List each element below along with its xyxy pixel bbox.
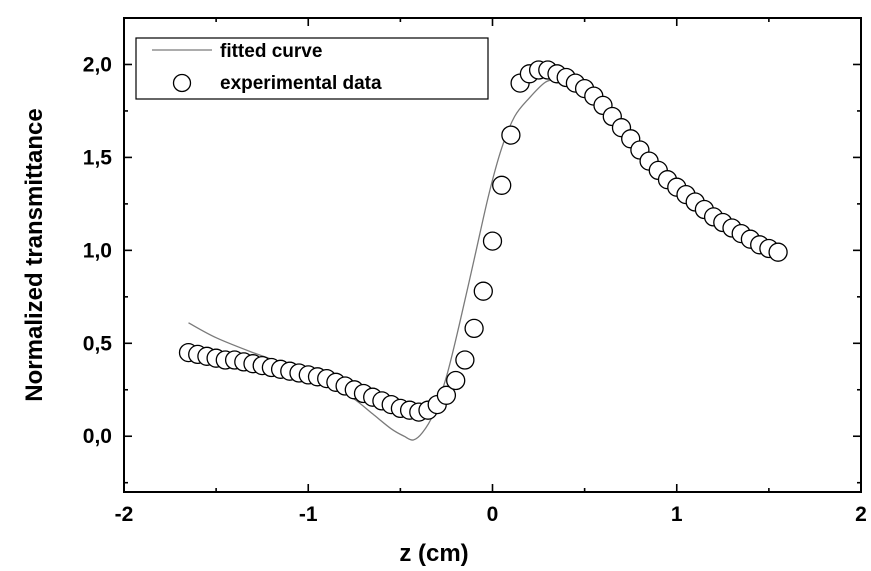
ticks-layer: -2 -1 0 1 2 0,0 0,5 1,0 1,5 2,0	[83, 18, 867, 526]
y-tick-label-2: 1,0	[83, 239, 112, 262]
x-tick-label-4: 2	[855, 503, 867, 526]
data-point-33	[482, 231, 503, 251]
data-point-32	[473, 281, 493, 301]
x-tick-label-0: -2	[115, 503, 134, 526]
data-point-30	[455, 350, 475, 370]
legend: fitted curve experimental data	[135, 37, 489, 100]
y-tick-label-4: 2,0	[83, 53, 112, 76]
legend-experimental-data-label: experimental data	[220, 73, 382, 94]
x-axis-label: z (cm)	[399, 540, 468, 567]
y-tick-label-1: 0,5	[83, 332, 113, 355]
y-tick-label-0: 0,0	[83, 425, 112, 448]
y-axis-label: Normalized transmittance	[21, 108, 48, 401]
data-point-31	[464, 318, 484, 339]
data-points-layer	[178, 60, 788, 422]
legend-box	[135, 37, 489, 100]
legend-experimental-data-swatch	[172, 73, 192, 93]
x-tick-label-1: -1	[299, 503, 318, 526]
y-tick-label-3: 1,5	[83, 146, 113, 169]
legend-fitted-curve-label: fitted curve	[220, 41, 322, 62]
plot-frame	[123, 17, 862, 493]
data-point-28	[436, 385, 457, 405]
x-tick-label-3: 1	[671, 503, 683, 526]
data-point-35	[501, 125, 521, 145]
x-tick-label-2: 0	[487, 503, 499, 526]
data-point-34	[492, 175, 512, 195]
data-point-64	[768, 242, 788, 262]
data-point-29	[446, 370, 466, 391]
